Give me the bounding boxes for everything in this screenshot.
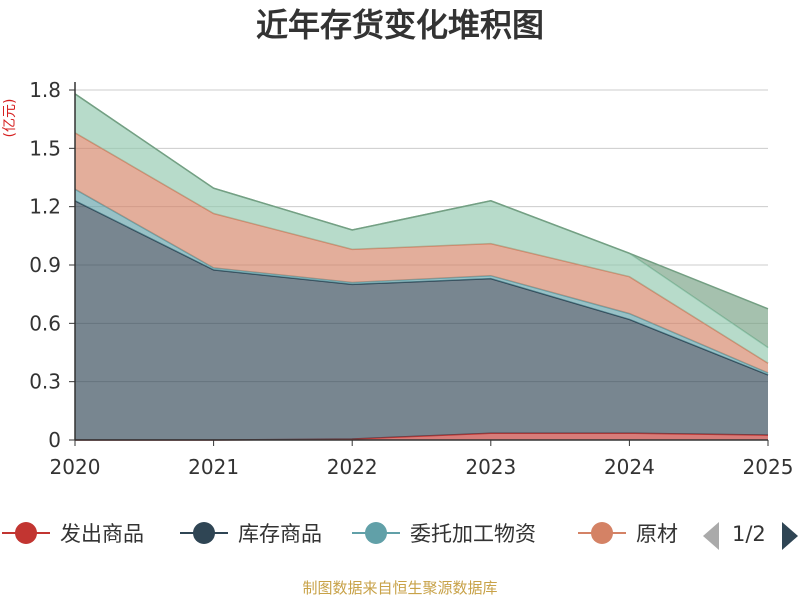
- legend-swatch-marker: [365, 522, 387, 544]
- y-tick-label: 1.8: [29, 78, 61, 102]
- legend-label: 库存商品: [238, 522, 322, 546]
- axes: 0 0.3 0.6 0.9 1.2 1.5 1.8 2020 2021 2022 2023 2024 2…: [29, 78, 793, 479]
- y-tick-label: 0.6: [29, 311, 61, 335]
- chart-title: 近年存货变化堆积图: [256, 6, 544, 44]
- legend-item: 委托加工物资: [352, 522, 536, 546]
- legend-next-page-icon[interactable]: [782, 522, 798, 550]
- x-tick-label: 2022: [327, 455, 378, 479]
- legend-label: 委托加工物资: [410, 522, 536, 546]
- stacked-areas: [74, 93, 769, 441]
- x-tick-label: 2020: [50, 455, 101, 479]
- area-series-3: [75, 132, 768, 373]
- legend-page-indicator: 1/2: [732, 522, 766, 546]
- y-tick-label: 0: [48, 428, 61, 452]
- x-tick-label: 2021: [188, 455, 239, 479]
- legend-item: 库存商品: [180, 522, 322, 546]
- legend-label: 原材: [636, 522, 678, 546]
- legend-swatch-marker: [15, 522, 37, 544]
- x-tick-label: 2023: [465, 455, 516, 479]
- legend-item: 原材: [578, 522, 678, 546]
- legend-swatch-marker: [193, 522, 215, 544]
- y-tick-label: 1.5: [29, 136, 61, 160]
- legend: 发出商品 库存商品 委托加工物资 原材 1/2: [2, 522, 798, 550]
- legend-label: 发出商品: [60, 522, 144, 546]
- x-tick-label: 2025: [743, 455, 794, 479]
- y-axis-unit-label: (亿元): [2, 99, 18, 138]
- legend-prev-page-icon[interactable]: [703, 522, 719, 550]
- data-source-footer: 制图数据来自恒生聚源数据库: [302, 579, 498, 597]
- legend-swatch-marker: [591, 522, 613, 544]
- y-tick-label: 0.9: [29, 253, 61, 277]
- area-series-1: [75, 200, 768, 440]
- legend-item: 发出商品: [2, 522, 144, 546]
- y-tick-label: 1.2: [29, 195, 61, 219]
- series-line-5: [74, 93, 769, 310]
- area-series-4: [75, 93, 768, 364]
- x-tick-label: 2024: [604, 455, 655, 479]
- y-tick-label: 0.3: [29, 370, 61, 394]
